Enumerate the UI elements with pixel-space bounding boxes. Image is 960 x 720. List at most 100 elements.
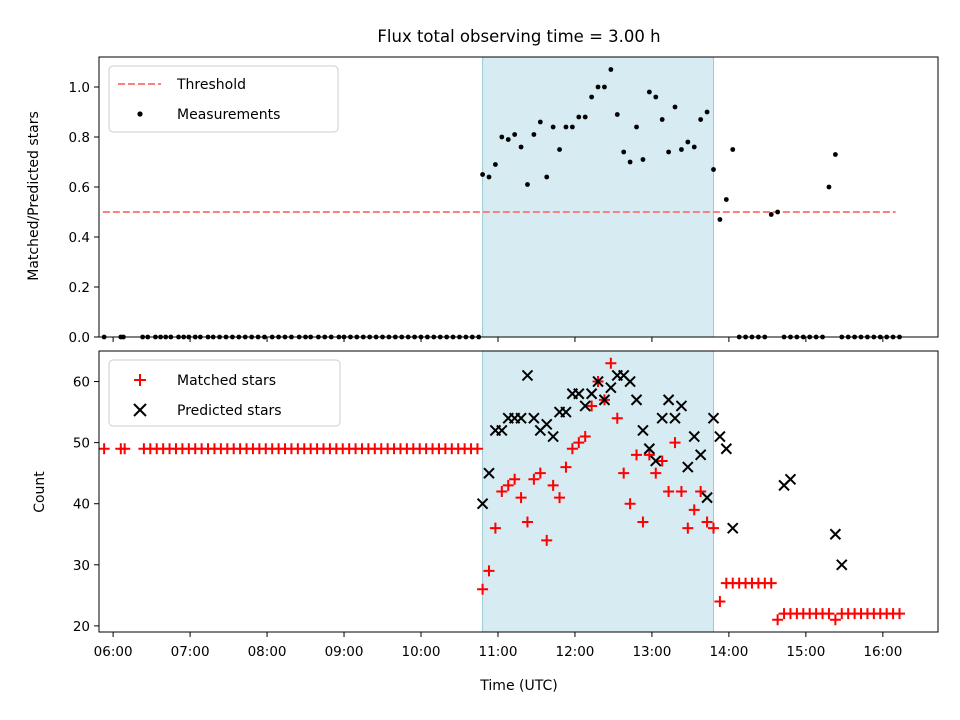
predicted-star-point [675, 400, 688, 412]
measurement-point [653, 94, 659, 100]
predicted-star-point [585, 388, 598, 400]
bottom-y-axis-ticks: 20 30 40 50 60 [73, 375, 99, 635]
bottom-plot-frame [98, 350, 939, 633]
predicted-star-point [528, 412, 540, 424]
predicted-star-point [476, 498, 489, 510]
predicted-star-point [727, 522, 739, 534]
matched-star-point [714, 595, 726, 607]
predicted-star-point [496, 424, 508, 437]
bottom-legend-box [108, 359, 341, 427]
measurement-point [608, 67, 614, 72]
measurement-point [602, 84, 607, 90]
matched-star-point [624, 498, 636, 510]
matched-star-point [528, 473, 540, 485]
measurement-point [717, 217, 723, 222]
x-tick-label: 15:00 [786, 644, 825, 660]
matched-star-point [701, 516, 713, 528]
bottom-highlight-span [482, 350, 714, 633]
y-tick-label: 50 [73, 436, 90, 452]
top-legend-box [108, 65, 339, 133]
x-tick-label: 07:00 [171, 644, 210, 660]
matched-star-point [765, 577, 777, 589]
measurement-point [550, 124, 556, 130]
measurement-point [582, 114, 588, 120]
x-tick-label: 11:00 [479, 644, 518, 660]
matched-stars-series [98, 357, 906, 626]
legend-measurements-label: Measurements [177, 107, 280, 123]
measurement-point [646, 89, 652, 95]
matched-star-point [618, 467, 630, 479]
predicted-star-point [547, 430, 559, 443]
matched-star-point [643, 449, 655, 461]
matched-star-point [611, 412, 623, 424]
matched-star-point [663, 486, 675, 497]
x-tick-label: 12:00 [555, 644, 594, 660]
measurement-point [698, 117, 704, 122]
predicted-star-point [701, 491, 713, 504]
matched-star-point [650, 467, 662, 479]
predicted-star-point [836, 559, 848, 571]
matched-star-point [534, 467, 546, 479]
predicted-star-point [682, 461, 694, 473]
measurement-point [685, 139, 691, 145]
predicted-star-point [669, 412, 681, 424]
matched-star-point [682, 522, 694, 534]
x-axis-label: Time (UTC) [479, 678, 557, 694]
predicted-star-point [598, 394, 611, 406]
matched-star-point [823, 608, 835, 620]
matched-star-point [669, 437, 681, 449]
matched-star-point [521, 516, 533, 528]
measurement-point [832, 152, 838, 157]
predicted-star-point [784, 473, 797, 485]
predicted-star-point [720, 443, 733, 455]
predicted-star-point [688, 430, 700, 443]
predicted-star-point [643, 443, 656, 455]
x-tick-label: 08:00 [248, 644, 287, 660]
predicted-star-point [650, 455, 662, 467]
y-tick-label: 40 [73, 497, 90, 513]
matched-star-point [98, 443, 110, 455]
top-plot-frame [98, 56, 939, 338]
matched-star-point [547, 479, 559, 491]
measurement-point [711, 167, 716, 172]
measurement-point [486, 174, 492, 180]
measurement-point [499, 134, 505, 140]
matched-star-point [541, 534, 553, 546]
y-tick-label: 0.0 [69, 330, 90, 346]
measurement-point [557, 147, 562, 152]
matched-star-point [637, 516, 649, 528]
measurement-point [627, 159, 633, 165]
measurement-point [730, 147, 736, 152]
x-tick-label: 06:00 [94, 644, 133, 660]
legend-measurements-swatch [137, 111, 143, 117]
measurement-point [659, 117, 665, 122]
measurement-point [493, 162, 498, 167]
x-tick-label: 13:00 [632, 644, 671, 660]
y-tick-label: 60 [73, 375, 90, 391]
matched-star-point [483, 565, 495, 577]
measurement-point [723, 197, 729, 202]
predicted-star-point [592, 375, 604, 388]
matched-star-point [515, 492, 527, 504]
predicted-star-point [624, 375, 636, 388]
bottom-legend: Matched stars Predicted stars [108, 359, 341, 427]
measurement-point [621, 149, 627, 155]
predicted-star-point [573, 388, 585, 400]
measurement-point [634, 124, 639, 130]
measurement-point [544, 174, 550, 180]
measurement-point [563, 124, 569, 130]
measurement-point [589, 94, 595, 100]
measurement-point [768, 212, 774, 217]
bottom-x-axis-ticks: 06:00 07:00 08:00 09:00 10:00 11:00 12:00 13:00… [94, 632, 902, 660]
matched-star-point [560, 461, 572, 473]
measurement-point [595, 84, 601, 90]
bottom-panel: 20 30 40 50 60 06:00 07:00 08:00 09:00 10:00 11:0… [32, 350, 939, 694]
predicted-star-point [829, 528, 842, 540]
matched-star-point [477, 583, 489, 595]
y-tick-label: 30 [73, 558, 90, 574]
matched-star-point [554, 492, 566, 504]
measurement-point [525, 182, 530, 187]
measurement-point [576, 114, 582, 120]
measurement-point [826, 184, 832, 190]
